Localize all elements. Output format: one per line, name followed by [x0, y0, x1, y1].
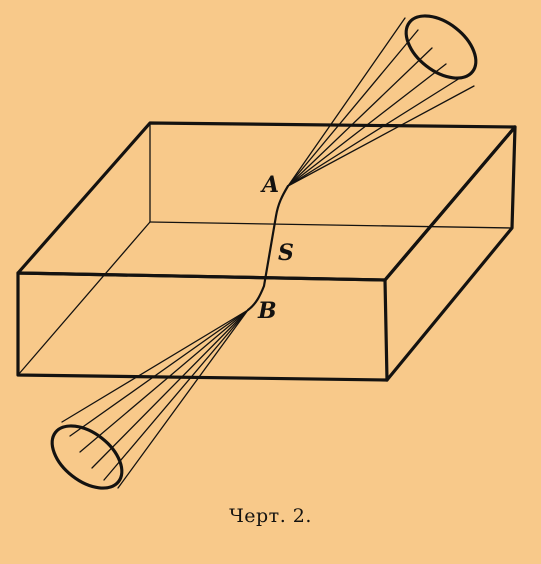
slab-right-face [383, 125, 517, 382]
label-point-a: A [260, 172, 279, 198]
slab-hidden-edges [17, 122, 513, 376]
lower-ray-cone [50, 309, 249, 490]
upper-cone-rim [404, 14, 478, 80]
slab [16, 121, 517, 382]
slab-top-face [16, 121, 517, 282]
label-segment-s: S [278, 240, 294, 266]
figure-caption: Черт. 2. [229, 505, 312, 527]
upper-ray-cone [287, 14, 478, 187]
label-point-b: B [257, 298, 277, 324]
ray-path-through-slab [246, 184, 290, 312]
lower-cone-rim [50, 424, 124, 490]
